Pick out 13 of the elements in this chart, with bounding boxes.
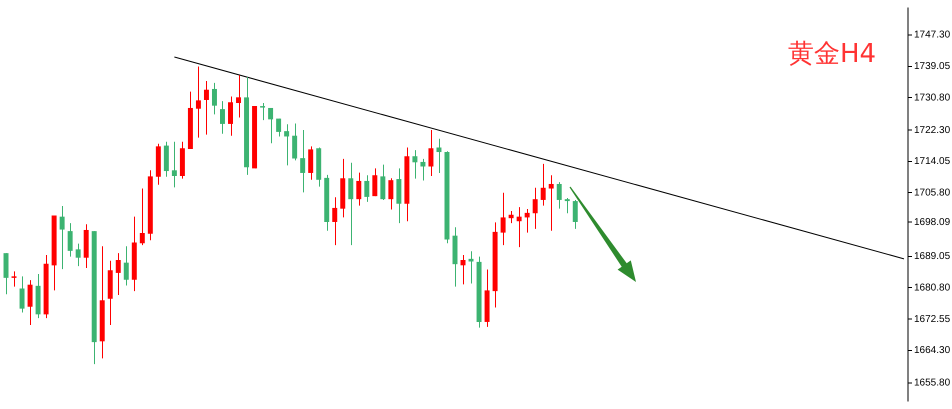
y-tick-label: 1714.05 <box>914 156 951 168</box>
text: 黄金H4 <box>788 38 876 71</box>
y-tick-label: 1689.05 <box>914 251 951 262</box>
y-tick-label: 1664.30 <box>914 345 951 356</box>
y-tick-label: 1698.09 <box>914 216 951 228</box>
y-tick-label: 1730.80 <box>914 92 951 104</box>
y-tick-label: 1705.80 <box>914 187 951 198</box>
y-tick-label: 1680.80 <box>914 282 951 294</box>
y-tick-label: 1672.55 <box>914 314 951 325</box>
y-tick-label: 1739.05 <box>914 61 951 72</box>
y-tick-label: 1747.30 <box>914 30 951 41</box>
y-tick-label: 1655.80 <box>914 378 951 389</box>
y-tick-label: 1722.30 <box>914 124 951 136</box>
